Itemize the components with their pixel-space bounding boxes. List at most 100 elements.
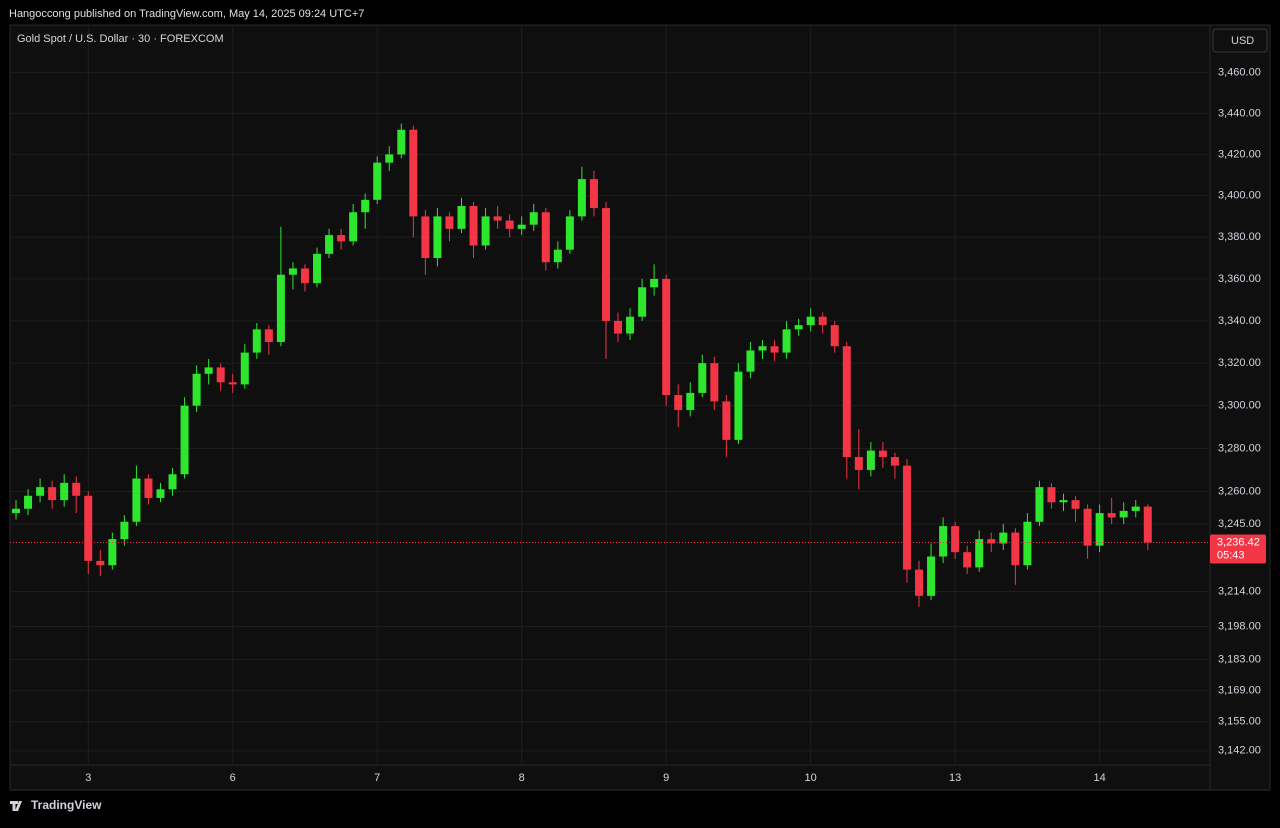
brand-name: TradingView bbox=[31, 798, 102, 812]
candle-body bbox=[373, 162, 382, 200]
y-tick-label: 3,420.00 bbox=[1218, 148, 1261, 160]
candle-body bbox=[902, 465, 911, 570]
y-tick-label: 3,340.00 bbox=[1218, 315, 1261, 327]
candle-body bbox=[1071, 500, 1080, 509]
candle-body bbox=[806, 316, 815, 326]
candles bbox=[12, 123, 1152, 607]
y-tick-label: 3,155.00 bbox=[1218, 716, 1261, 728]
candle-body bbox=[794, 325, 803, 330]
y-tick-label: 3,245.00 bbox=[1218, 518, 1261, 530]
currency-button[interactable] bbox=[1212, 28, 1268, 53]
candle-body bbox=[397, 129, 406, 155]
last-price-label: 3,236.42 bbox=[1217, 536, 1260, 548]
candle-body bbox=[674, 395, 683, 410]
candle-body bbox=[638, 287, 647, 317]
candle-body bbox=[830, 325, 839, 347]
candle-body bbox=[890, 457, 899, 466]
candle-body bbox=[1107, 513, 1116, 518]
candle-body bbox=[60, 482, 69, 501]
y-tick-label: 3,198.00 bbox=[1218, 620, 1261, 632]
y-tick-label: 3,214.00 bbox=[1218, 585, 1261, 597]
y-tick-label: 3,360.00 bbox=[1218, 273, 1261, 285]
candle-body bbox=[698, 363, 707, 393]
candle-body bbox=[577, 179, 586, 217]
candle-body bbox=[565, 216, 574, 250]
candle-body bbox=[770, 346, 779, 353]
candle-body bbox=[409, 129, 418, 217]
y-tick-label: 3,183.00 bbox=[1218, 654, 1261, 666]
candle-body bbox=[180, 405, 189, 475]
candle-body bbox=[156, 489, 165, 498]
candle-body bbox=[192, 373, 201, 406]
candle-body bbox=[1119, 510, 1128, 518]
brand: TradingView bbox=[10, 798, 102, 812]
candle-body bbox=[493, 216, 502, 221]
candle-body bbox=[228, 382, 237, 385]
x-tick-label: 6 bbox=[230, 772, 236, 784]
candle-body bbox=[975, 539, 984, 568]
candle-body bbox=[300, 268, 309, 284]
currency[interactable]: USD bbox=[1231, 35, 1254, 47]
candle-body bbox=[108, 539, 117, 566]
candle-body bbox=[963, 552, 972, 568]
candle-body bbox=[999, 532, 1008, 544]
candle-body bbox=[445, 216, 454, 229]
y-tick-label: 3,142.00 bbox=[1218, 745, 1261, 757]
candle-body bbox=[421, 216, 430, 259]
y-tick-label: 3,380.00 bbox=[1218, 231, 1261, 243]
candle-body bbox=[204, 367, 213, 374]
candle-body bbox=[818, 316, 827, 326]
candle-body bbox=[650, 278, 659, 288]
candle-body bbox=[168, 474, 177, 490]
y-tick-label: 3,400.00 bbox=[1218, 190, 1261, 202]
candle-body bbox=[758, 346, 767, 351]
candle-body bbox=[1095, 513, 1104, 546]
y-tick-label: 3,440.00 bbox=[1218, 107, 1261, 119]
candle-body bbox=[349, 212, 358, 242]
y-tick-label: 3,280.00 bbox=[1218, 442, 1261, 454]
candle-body bbox=[325, 235, 334, 254]
candle-body bbox=[240, 352, 249, 385]
candle-body bbox=[48, 487, 57, 501]
candle-body bbox=[854, 457, 863, 470]
last-price-badge bbox=[1210, 534, 1266, 564]
candle-body bbox=[264, 329, 273, 343]
candle-body bbox=[1023, 521, 1032, 566]
candle-body bbox=[313, 253, 322, 284]
candle-body bbox=[866, 450, 875, 470]
x-tick-label: 10 bbox=[805, 772, 817, 784]
candle-body bbox=[276, 274, 285, 343]
y-tick-label: 3,260.00 bbox=[1218, 485, 1261, 497]
y-tick-label: 3,320.00 bbox=[1218, 357, 1261, 369]
candle-body bbox=[662, 278, 671, 396]
candle-body bbox=[601, 208, 610, 321]
candle-body bbox=[686, 392, 695, 410]
candle-body bbox=[614, 320, 623, 334]
candle-body bbox=[553, 249, 562, 263]
candle-body bbox=[96, 560, 105, 566]
candle-body bbox=[927, 556, 936, 596]
candle-body bbox=[746, 350, 755, 372]
publisher: Hangoccong published on TradingView.com,… bbox=[9, 8, 364, 20]
candle-body bbox=[529, 212, 538, 225]
grid bbox=[10, 26, 1210, 765]
candle-body bbox=[72, 482, 81, 496]
candle-body bbox=[216, 367, 225, 383]
candle-body bbox=[878, 450, 887, 458]
chart-panel bbox=[9, 24, 1271, 791]
countdown: 05:43 bbox=[1217, 549, 1245, 561]
candle-body bbox=[469, 206, 478, 246]
x-tick-label: 8 bbox=[519, 772, 525, 784]
candle-body bbox=[517, 224, 526, 229]
candle-body bbox=[1143, 506, 1152, 543]
candle-body bbox=[361, 199, 370, 213]
candle-body bbox=[734, 371, 743, 440]
candle-body bbox=[144, 478, 153, 498]
candle-body bbox=[457, 206, 466, 229]
brand-logo bbox=[10, 801, 22, 811]
candle-body bbox=[939, 526, 948, 557]
candle-body bbox=[120, 521, 129, 540]
candle-body bbox=[433, 216, 442, 259]
